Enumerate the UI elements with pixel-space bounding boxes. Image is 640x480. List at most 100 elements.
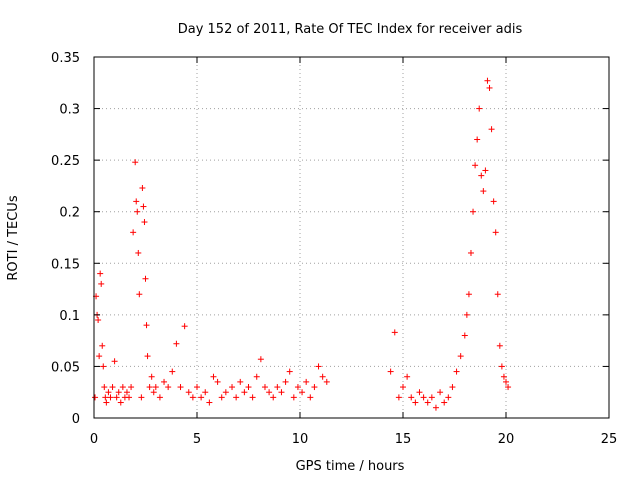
data-point <box>257 356 264 363</box>
data-point <box>463 311 470 318</box>
data-point <box>432 404 439 411</box>
x-tick-label: 10 <box>292 432 309 447</box>
x-tick-label: 20 <box>498 432 515 447</box>
data-point <box>437 389 444 396</box>
data-point <box>428 394 435 401</box>
data-point <box>472 162 479 169</box>
data-point <box>486 84 493 91</box>
x-axis-label: GPS time / hours <box>296 459 405 474</box>
data-point <box>130 229 137 236</box>
data-point <box>490 198 497 205</box>
data-point <box>482 167 489 174</box>
data-point <box>474 136 481 143</box>
data-point <box>99 342 106 349</box>
data-point <box>169 368 176 375</box>
data-point <box>470 208 477 215</box>
data-point <box>290 394 297 401</box>
data-point <box>143 322 150 329</box>
data-point <box>141 219 148 226</box>
data-point <box>92 394 99 401</box>
data-point <box>408 394 415 401</box>
y-tick-label: 0.2 <box>59 206 80 221</box>
data-point <box>132 159 139 166</box>
data-point <box>480 188 487 195</box>
data-point <box>117 399 124 406</box>
data-point <box>449 384 456 391</box>
data-point <box>136 291 143 298</box>
data-point <box>97 270 104 277</box>
data-point <box>165 384 172 391</box>
data-point <box>185 389 192 396</box>
data-point <box>282 378 289 385</box>
data-point <box>266 389 273 396</box>
data-point <box>206 399 213 406</box>
data-point <box>303 378 310 385</box>
data-point <box>134 208 141 215</box>
data-point <box>115 389 122 396</box>
x-tick-label: 0 <box>90 432 98 447</box>
data-point <box>307 394 314 401</box>
x-tick-label: 25 <box>601 432 618 447</box>
data-point <box>111 358 118 365</box>
data-point <box>109 384 116 391</box>
data-point <box>286 368 293 375</box>
data-point <box>249 394 256 401</box>
data-point <box>139 184 146 191</box>
y-axis-label: ROTI / TECUs <box>6 195 21 280</box>
data-point <box>229 384 236 391</box>
data-point <box>278 389 285 396</box>
data-point <box>420 394 427 401</box>
data-point <box>500 373 507 380</box>
data-point <box>496 342 503 349</box>
data-point <box>148 373 155 380</box>
data-point <box>98 280 105 287</box>
data-point <box>498 363 505 370</box>
data-point <box>453 368 460 375</box>
data-point <box>457 353 464 360</box>
data-point <box>391 329 398 336</box>
data-point <box>478 172 485 179</box>
data-point <box>150 389 157 396</box>
data-point <box>416 389 423 396</box>
y-tick-label: 0.25 <box>51 154 80 169</box>
data-point <box>488 126 495 133</box>
data-point <box>189 394 196 401</box>
data-point <box>123 389 130 396</box>
data-point <box>142 275 149 282</box>
data-point <box>323 378 330 385</box>
data-point <box>105 389 112 396</box>
data-point <box>412 399 419 406</box>
plot-frame <box>93 56 610 419</box>
y-tick-label: 0.05 <box>51 360 80 375</box>
data-point <box>103 399 110 406</box>
data-point <box>299 389 306 396</box>
data-point <box>161 378 168 385</box>
data-point <box>253 373 260 380</box>
data-point <box>173 340 180 347</box>
data-point <box>494 291 501 298</box>
data-point <box>214 378 221 385</box>
data-point <box>245 384 252 391</box>
data-points <box>92 77 512 411</box>
data-point <box>492 229 499 236</box>
axis-ticks: 0 5 10 15 20 25 0 0.05 0.1 0.15 0.2 0.25 0.3 0.35 <box>51 51 617 447</box>
data-point <box>404 373 411 380</box>
data-point <box>102 394 109 401</box>
data-point <box>461 332 468 339</box>
grid <box>94 57 609 418</box>
data-point <box>270 394 277 401</box>
data-point <box>138 394 145 401</box>
x-tick-label: 15 <box>395 432 412 447</box>
data-point <box>152 384 159 391</box>
data-point <box>319 373 326 380</box>
data-point <box>274 384 281 391</box>
data-point <box>128 384 135 391</box>
y-tick-label: 0.3 <box>59 103 80 118</box>
data-point <box>241 389 248 396</box>
data-point <box>311 384 318 391</box>
data-point <box>126 394 133 401</box>
data-point <box>233 394 240 401</box>
data-point <box>387 368 394 375</box>
data-point <box>445 394 452 401</box>
